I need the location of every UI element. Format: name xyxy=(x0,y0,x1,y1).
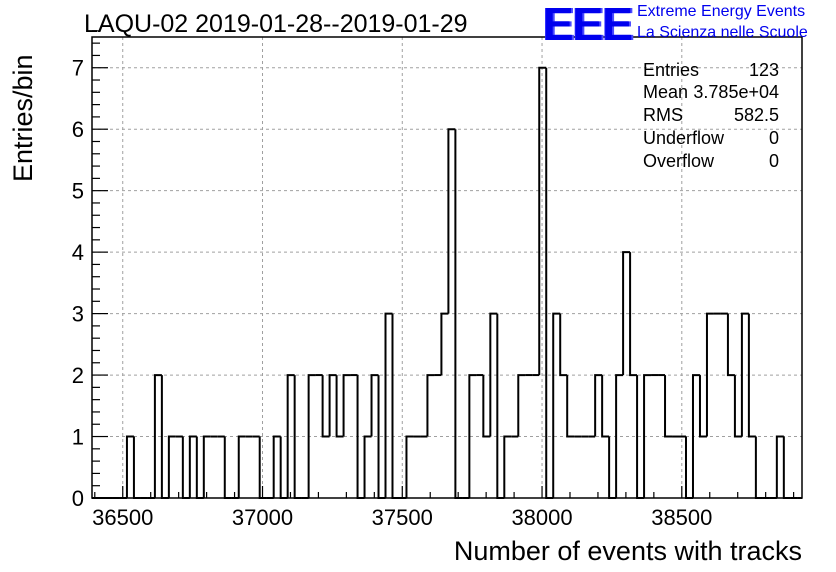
histogram-bin xyxy=(307,374,316,498)
histogram-bin xyxy=(426,374,435,437)
histogram-bin xyxy=(664,375,673,438)
histogram-bin xyxy=(615,374,624,498)
histogram-bin xyxy=(440,312,449,376)
stats-entries-value: 123 xyxy=(748,60,779,80)
histogram-bin xyxy=(684,436,693,499)
stats-overflow-value: 0 xyxy=(768,151,779,171)
histogram-bin xyxy=(125,435,134,498)
stats-entries-label: Entries xyxy=(643,60,700,80)
histogram-bin xyxy=(447,128,456,314)
histogram-bin xyxy=(538,66,547,376)
x-tick-label: 38000 xyxy=(511,505,572,530)
histogram-bin xyxy=(223,436,232,499)
stats-underflow-label: Underflow xyxy=(643,128,725,148)
y-axis-label: Entries/bin xyxy=(8,54,38,182)
histogram-bin xyxy=(566,375,575,438)
stats-rms-label: RMS xyxy=(643,105,683,125)
histogram-bin xyxy=(363,435,372,498)
histogram-bin xyxy=(237,435,246,498)
histogram-bin xyxy=(132,436,141,499)
histogram-bin xyxy=(503,435,512,498)
y-tick-label: 5 xyxy=(72,179,84,204)
grid-lines xyxy=(92,37,802,498)
histogram-bin xyxy=(629,252,638,377)
histogram-bin xyxy=(468,374,477,498)
histogram-bin xyxy=(622,251,631,376)
histogram-bin xyxy=(258,436,267,499)
y-tick-label: 6 xyxy=(72,117,84,142)
histogram-bin xyxy=(747,313,756,438)
histogram-bin xyxy=(705,312,714,437)
y-tick-label: 0 xyxy=(72,486,84,511)
histogram-bin xyxy=(370,374,379,437)
axes xyxy=(92,30,795,499)
histogram-bin xyxy=(608,436,617,499)
histogram-bin xyxy=(496,313,505,499)
histogram-bin xyxy=(391,313,400,499)
histogram-bin xyxy=(405,435,414,498)
y-tick-label: 2 xyxy=(72,363,84,388)
x-tick-label: 36500 xyxy=(92,505,153,530)
x-tick-label: 38500 xyxy=(651,505,712,530)
histogram-bin xyxy=(733,375,742,438)
histogram-bin xyxy=(740,312,749,437)
histogram-bin xyxy=(328,374,337,437)
histogram-bin xyxy=(181,436,190,499)
x-tick-label: 37000 xyxy=(232,505,293,530)
histogram-bin xyxy=(384,312,393,498)
stats-mean-value: 3.785e+04 xyxy=(693,82,779,102)
stats-rms-value: 582.5 xyxy=(733,105,779,125)
plot-frame xyxy=(91,36,803,499)
y-tick-label: 4 xyxy=(72,240,84,265)
histogram-bin xyxy=(286,374,295,498)
histogram-bin xyxy=(559,313,568,377)
y-tick-label: 7 xyxy=(72,56,84,81)
histogram-bin xyxy=(342,374,351,437)
histogram-bin xyxy=(782,436,791,499)
y-tick-label: 3 xyxy=(72,302,84,327)
stats-mean-label: Mean xyxy=(643,82,689,102)
histogram-bin xyxy=(775,435,784,498)
histogram-bin xyxy=(188,435,197,498)
histogram-bin xyxy=(691,374,700,498)
histogram-bin xyxy=(321,375,330,438)
histogram-bin xyxy=(545,67,554,499)
x-axis-label: Number of events with tracks xyxy=(453,536,802,566)
tick-labels: 36500 37000 37500 38000 38500 0 1 2 3 4 5 6 7 xyxy=(72,56,713,530)
histogram-bin xyxy=(601,375,610,438)
histogram-bin xyxy=(335,375,344,438)
stats-underflow-value: 0 xyxy=(768,128,779,148)
chart-title: LAQU-02 2019-01-28--2019-01-29 xyxy=(84,10,468,38)
histogram-bin xyxy=(517,374,526,437)
histogram-bin xyxy=(153,374,162,498)
histogram-bin xyxy=(195,436,204,499)
histogram-bin xyxy=(279,436,288,499)
histogram-bin xyxy=(167,435,176,498)
histogram-bin xyxy=(754,436,763,499)
stats-overflow-label: Overflow xyxy=(643,151,715,171)
histogram-bin xyxy=(482,375,491,438)
histogram-bin xyxy=(643,374,652,498)
histogram-bin xyxy=(489,312,498,437)
x-tick-label: 37500 xyxy=(372,505,433,530)
histogram-bin xyxy=(726,313,735,377)
brand-line-2: La Scienza nelle Scuole xyxy=(637,24,808,41)
histogram-bin xyxy=(272,435,281,498)
histogram-bin xyxy=(698,375,707,438)
histogram-bin xyxy=(552,312,561,498)
histogram-bin xyxy=(202,435,211,498)
y-tick-label: 1 xyxy=(72,425,84,450)
eee-logo: EEE xyxy=(543,0,633,50)
brand-line-1: Extreme Energy Events xyxy=(637,3,806,20)
histogram-bin xyxy=(594,374,603,437)
